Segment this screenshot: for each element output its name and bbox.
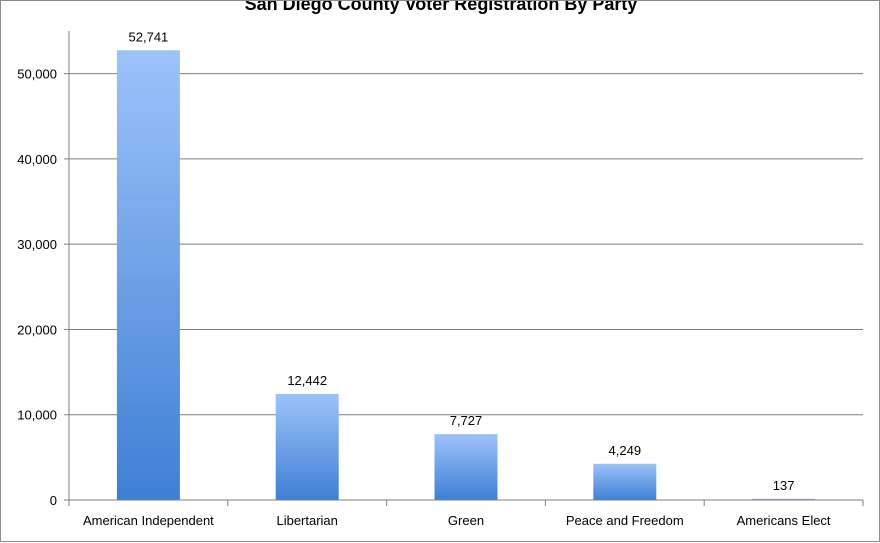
x-tick-label-1: Libertarian <box>276 513 337 528</box>
y-tick-label-2: 20,000 <box>17 322 57 337</box>
bar-2 <box>434 434 498 500</box>
x-tick-label-4: Americans Elect <box>737 513 831 528</box>
x-tick-label-0: American Independent <box>83 513 214 528</box>
data-label-3: 4,249 <box>609 443 642 458</box>
y-tick-label-4: 40,000 <box>17 152 57 167</box>
data-label-2: 7,727 <box>450 413 483 428</box>
axes <box>64 31 864 506</box>
bar-3 <box>593 463 657 500</box>
bar-0 <box>116 50 180 500</box>
data-label-0: 52,741 <box>129 29 169 44</box>
labels: 0 10,000 20,000 30,000 40,000 50,000 52,741 Ame… <box>17 29 831 528</box>
x-tick-label-3: Peace and Freedom <box>566 513 684 528</box>
y-tick-label-1: 10,000 <box>17 408 57 423</box>
bar-4 <box>752 498 816 500</box>
y-tick-label-0: 0 <box>50 493 57 508</box>
y-tick-label-5: 50,000 <box>17 67 57 82</box>
y-tick-label-3: 30,000 <box>17 237 57 252</box>
data-label-1: 12,442 <box>287 373 327 388</box>
bar-1 <box>275 393 339 500</box>
chart-title: San Diego County Voter Registration By P… <box>245 1 638 14</box>
gridlines <box>69 73 863 416</box>
data-label-4: 137 <box>773 478 795 493</box>
x-tick-label-2: Green <box>448 513 484 528</box>
bars <box>116 50 816 500</box>
